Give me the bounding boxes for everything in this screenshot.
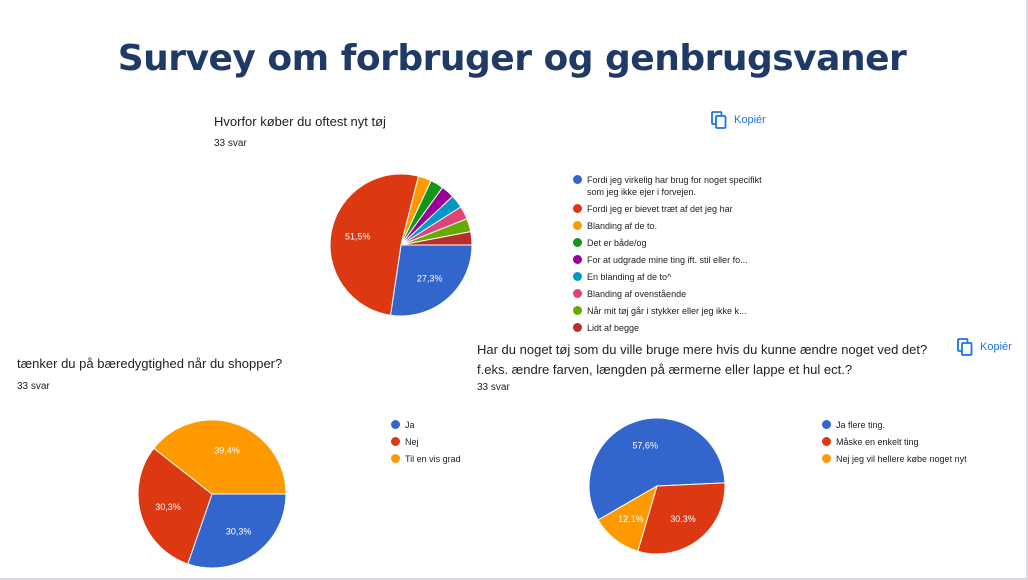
legend-color-dot — [573, 238, 582, 247]
legend-1: Fordi jeg virkelig har brug for noget sp… — [573, 174, 777, 339]
page-border-right — [1026, 0, 1028, 580]
legend-color-dot — [822, 454, 831, 463]
page-border-bottom — [0, 578, 1028, 580]
legend-label: En blanding af de to^ — [587, 272, 672, 282]
pie-chart-3: 57,6% 30,3% 12,1% — [588, 417, 726, 555]
pie-slice — [588, 417, 726, 521]
legend-label: Nej jeg vil hellere købe noget nyt — [836, 454, 967, 464]
question-2-title: tænker du på bæredygtighed når du shoppe… — [17, 356, 283, 371]
pie-slice-label: 27,3% — [417, 273, 443, 283]
pie-slice — [153, 419, 287, 495]
legend-item: Ja flere ting. — [822, 419, 1026, 431]
pie-slice — [187, 493, 287, 569]
legend-item: Måske en enkelt ting — [822, 436, 1026, 448]
legend-color-dot — [573, 255, 582, 264]
pie-slice — [389, 244, 473, 317]
pie-slice — [400, 231, 473, 246]
pie-slice-label: 39,4% — [214, 446, 240, 456]
legend-color-dot — [391, 437, 400, 446]
page-title: Survey om forbruger og genbrugsvaner — [117, 38, 907, 79]
copy-button-label: Kopiér — [980, 341, 1012, 353]
legend-color-dot — [822, 437, 831, 446]
legend-color-dot — [573, 323, 582, 332]
legend-color-dot — [391, 454, 400, 463]
question-1-response-count: 33 svar — [214, 138, 247, 149]
legend-label: Når mit tøj går i stykker eller jeg ikke… — [587, 306, 747, 316]
legend-item: Lidt af begge — [573, 322, 777, 334]
question-3-title: Har du noget tøj som du ville bruge mere… — [477, 342, 928, 377]
legend-3: Ja flere ting. Måske en enkelt ting Nej je… — [822, 419, 1026, 470]
legend-item: Når mit tøj går i stykker eller jeg ikke… — [573, 305, 777, 317]
pie-slice — [137, 447, 213, 565]
legend-item: For at udgrade mine ting ift. stil eller… — [573, 254, 777, 266]
pie-slice-label: 30,3% — [155, 502, 181, 512]
copy-button-3[interactable]: Kopiér — [957, 338, 1012, 356]
legend-color-dot — [391, 420, 400, 429]
legend-item: Det er både/og — [573, 237, 777, 249]
legend-color-dot — [573, 204, 582, 213]
legend-item: Fordi jeg virkelig har brug for noget sp… — [573, 174, 777, 198]
pie-slice-label: 30,3% — [226, 526, 252, 536]
legend-item: Til en vis grad — [391, 453, 595, 465]
legend-label: Ja — [405, 420, 415, 430]
copy-button-1[interactable]: Kopiér — [711, 111, 766, 129]
pie-slice-label: 30,3% — [670, 514, 696, 524]
legend-label: For at udgrade mine ting ift. stil eller… — [587, 255, 748, 265]
pie-slice-label: 12,1% — [618, 514, 644, 524]
pie-slice-label: 51,5% — [345, 231, 371, 241]
legend-label: Fordi jeg virkelig har brug for noget sp… — [587, 175, 762, 197]
legend-label: Blanding af de to. — [587, 221, 658, 231]
legend-color-dot — [573, 289, 582, 298]
legend-color-dot — [573, 306, 582, 315]
legend-label: Til en vis grad — [405, 454, 461, 464]
copy-icon — [711, 111, 727, 129]
legend-label: Blanding af ovenstående — [587, 289, 687, 299]
question-2-response-count: 33 svar — [17, 381, 50, 392]
pie-slice — [597, 484, 658, 552]
legend-label: Lidt af begge — [587, 323, 640, 333]
legend-2: Ja Nej Til en vis grad — [391, 419, 595, 470]
legend-item: Nej jeg vil hellere købe noget nyt — [822, 453, 1026, 465]
legend-item: Fordi jeg er bievet træt af det jeg har — [573, 203, 777, 215]
legend-item: Blanding af de to. — [573, 220, 777, 232]
legend-color-dot — [822, 420, 831, 429]
legend-item: Blanding af ovenstående — [573, 288, 777, 300]
legend-item: Nej — [391, 436, 595, 448]
legend-label: Det er både/og — [587, 238, 647, 248]
legend-item: En blanding af de to^ — [573, 271, 777, 283]
pie-slice-label: 57,6% — [632, 441, 658, 451]
legend-color-dot — [573, 272, 582, 281]
legend-label: Ja flere ting. — [836, 420, 886, 430]
pie-slice — [329, 173, 420, 316]
legend-color-dot — [573, 175, 582, 184]
question-1-title: Hvorfor køber du oftest nyt tøj — [214, 114, 386, 129]
legend-item: Ja — [391, 419, 595, 431]
legend-color-dot — [573, 221, 582, 230]
legend-label: Måske en enkelt ting — [836, 437, 919, 447]
copy-icon — [957, 338, 973, 356]
pie-slice — [637, 482, 726, 555]
copy-button-label: Kopiér — [734, 114, 766, 126]
legend-label: Fordi jeg er bievet træt af det jeg har — [587, 204, 733, 214]
pie-chart-1: 27,3% 51,5% — [329, 173, 473, 317]
pie-chart-2: 30,3% 30,3% 39,4% — [137, 419, 287, 569]
legend-label: Nej — [405, 437, 419, 447]
question-3-response-count: 33 svar — [477, 382, 510, 393]
